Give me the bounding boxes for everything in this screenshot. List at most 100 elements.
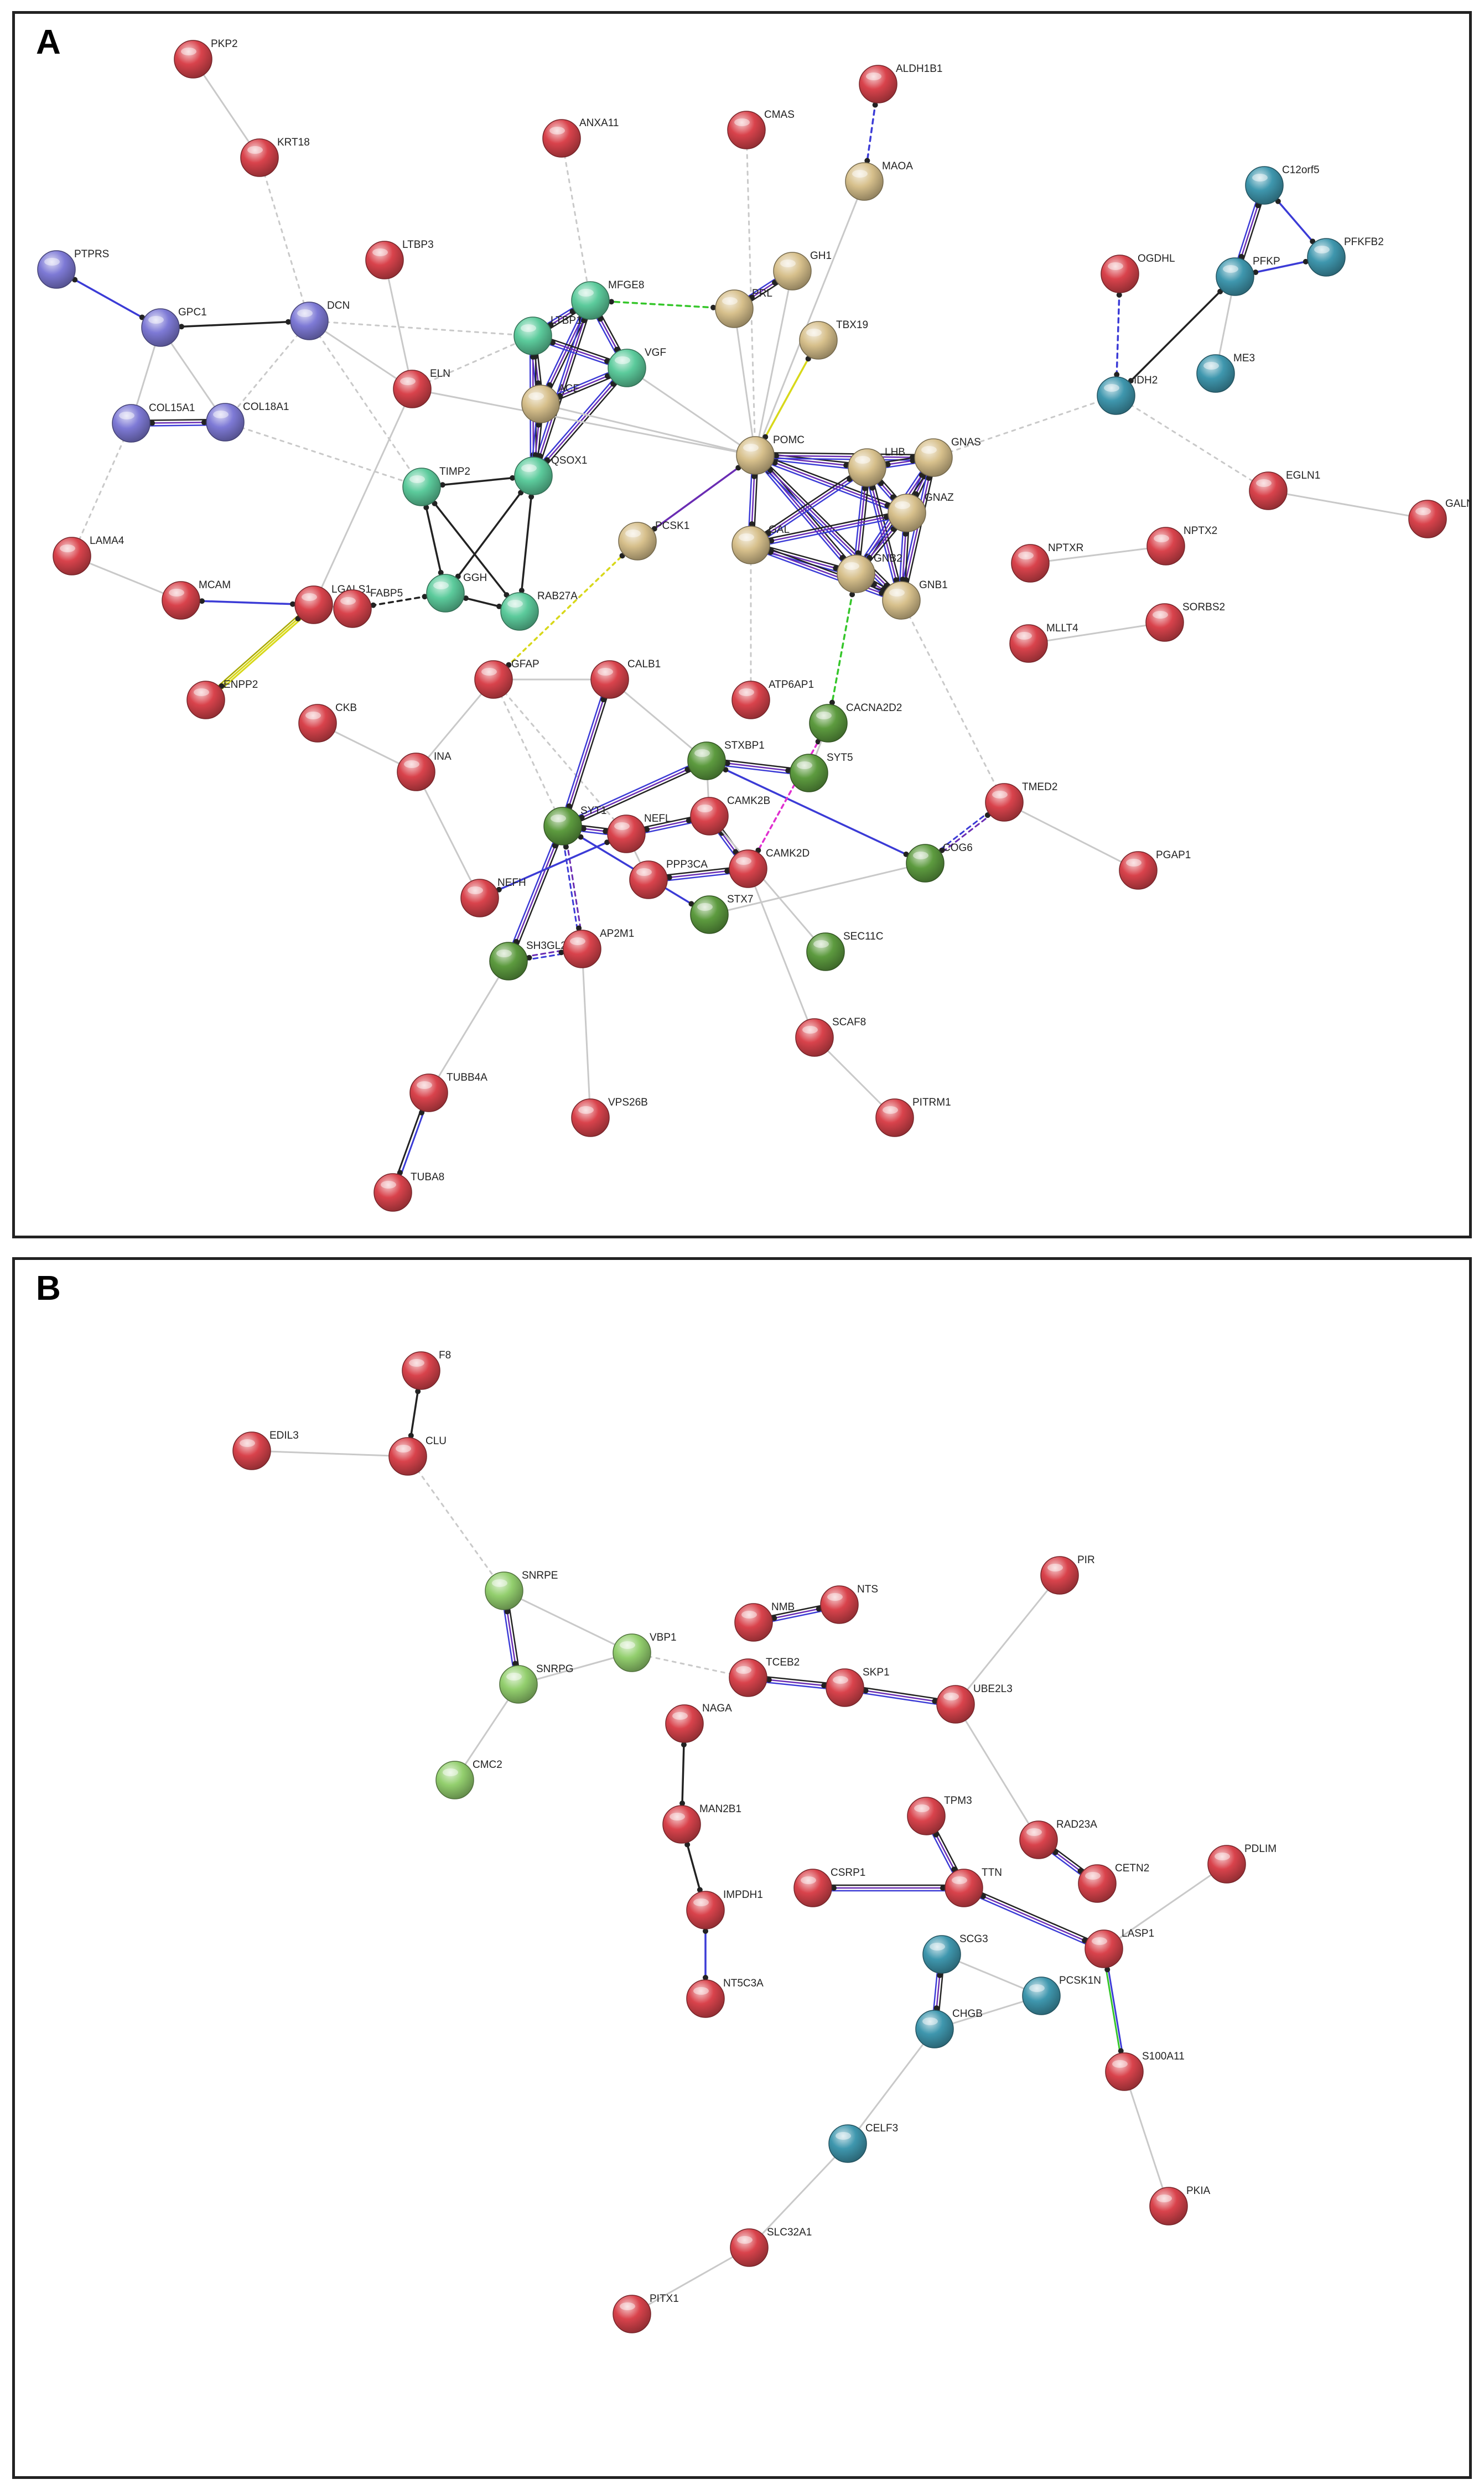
node-pir[interactable]: PIR — [1040, 1554, 1095, 1595]
node-tceb2[interactable]: TCEB2 — [729, 1657, 800, 1697]
node-snrpg[interactable]: SNRPG — [499, 1663, 574, 1704]
node-qsox1[interactable]: QSOX1 — [514, 455, 587, 495]
node-nmb[interactable]: NMB — [734, 1601, 795, 1642]
node-sphere[interactable] — [1145, 603, 1184, 642]
node-sphere[interactable] — [1040, 1556, 1079, 1595]
node-sphere[interactable] — [607, 815, 646, 853]
node-sphere[interactable] — [373, 1173, 412, 1212]
node-sphere[interactable] — [690, 797, 729, 836]
node-sphere[interactable] — [1011, 544, 1050, 583]
node-sphere[interactable] — [1119, 851, 1158, 890]
node-ttn[interactable]: TTN — [945, 1867, 1002, 1907]
node-sphere[interactable] — [53, 537, 91, 575]
node-sphere[interactable] — [240, 138, 279, 177]
node-gnas[interactable]: GNAS — [914, 437, 981, 477]
node-mfge8[interactable]: MFGE8 — [571, 279, 644, 320]
node-gal[interactable]: GAL — [731, 524, 790, 564]
node-krt18[interactable]: KRT18 — [240, 137, 310, 177]
node-pitx1[interactable]: PITX1 — [613, 2293, 679, 2333]
node-pitrm1[interactable]: PITRM1 — [875, 1097, 951, 1137]
node-rad23a[interactable]: RAD23A — [1019, 1819, 1097, 1859]
node-sec11c[interactable]: SEC11C — [806, 931, 884, 971]
node-tuba8[interactable]: TUBA8 — [373, 1171, 444, 1212]
node-ace[interactable]: ACE — [521, 383, 580, 423]
node-sphere[interactable] — [613, 2295, 651, 2333]
node-pomc[interactable]: POMC — [736, 434, 805, 475]
node-sphere[interactable] — [333, 589, 372, 628]
node-pcsk1[interactable]: PCSK1 — [618, 520, 689, 561]
node-sphere[interactable] — [936, 1685, 975, 1724]
node-sphere[interactable] — [613, 1633, 651, 1672]
node-sphere[interactable] — [608, 349, 646, 387]
node-cmas[interactable]: CMAS — [727, 109, 795, 149]
node-sphere[interactable] — [435, 1761, 474, 1799]
node-sphere[interactable] — [402, 1351, 440, 1390]
node-ckb[interactable]: CKB — [298, 702, 357, 743]
node-sphere[interactable] — [773, 252, 812, 290]
node-sphere[interactable] — [206, 403, 245, 442]
node-sphere[interactable] — [826, 1668, 864, 1707]
node-sphere[interactable] — [1101, 255, 1139, 293]
node-sphere[interactable] — [828, 2124, 867, 2163]
node-sphere[interactable] — [186, 681, 225, 719]
node-ppp3ca[interactable]: PPP3CA — [629, 859, 708, 899]
node-pcsk1n[interactable]: PCSK1N — [1022, 1975, 1101, 2015]
node-tpm3[interactable]: TPM3 — [907, 1795, 972, 1835]
node-ogdhl[interactable]: OGDHL — [1101, 253, 1175, 293]
node-gnb2[interactable]: GNB2 — [837, 553, 902, 593]
node-sphere[interactable] — [1307, 238, 1346, 277]
node-ltbp1[interactable]: LTBP1 — [513, 315, 582, 355]
node-sphere[interactable] — [1216, 257, 1254, 296]
node-snrpe[interactable]: SNRPE — [485, 1570, 558, 1610]
node-sphere[interactable] — [799, 321, 838, 360]
node-vbp1[interactable]: VBP1 — [613, 1632, 677, 1672]
node-sphere[interactable] — [162, 581, 200, 620]
node-sphere[interactable] — [388, 1437, 427, 1476]
node-sphere[interactable] — [485, 1571, 523, 1610]
node-sphere[interactable] — [686, 1891, 725, 1929]
node-sphere[interactable] — [687, 741, 726, 780]
node-scaf8[interactable]: SCAF8 — [795, 1016, 866, 1057]
node-sphere[interactable] — [513, 317, 552, 355]
node-sphere[interactable] — [690, 895, 729, 934]
node-sphere[interactable] — [402, 468, 441, 506]
node-aldh1b1[interactable]: ALDH1B1 — [859, 63, 943, 103]
node-scg3[interactable]: SCG3 — [922, 1933, 988, 1974]
node-sphere[interactable] — [1105, 2052, 1144, 2091]
node-mcam[interactable]: MCAM — [162, 579, 231, 620]
node-sphere[interactable] — [514, 456, 553, 495]
node-sphere[interactable] — [848, 448, 886, 487]
node-tbx19[interactable]: TBX19 — [799, 319, 868, 360]
node-sphere[interactable] — [563, 930, 601, 968]
node-syt1[interactable]: SYT1 — [543, 805, 607, 845]
node-pkia[interactable]: PKIA — [1149, 2185, 1211, 2226]
node-sphere[interactable] — [806, 932, 845, 971]
node-nefh[interactable]: NEFH — [460, 877, 526, 917]
node-cetn2[interactable]: CETN2 — [1078, 1863, 1149, 1903]
node-col15a1[interactable]: COL15A1 — [112, 402, 195, 443]
node-maoa[interactable]: MAOA — [845, 160, 913, 201]
node-sphere[interactable] — [1078, 1864, 1117, 1903]
node-sphere[interactable] — [715, 289, 754, 328]
node-pkp2[interactable]: PKP2 — [174, 38, 238, 79]
node-sphere[interactable] — [629, 860, 668, 899]
node-sphere[interactable] — [1196, 354, 1235, 393]
node-gnaz[interactable]: GNAZ — [888, 492, 954, 532]
node-sphere[interactable] — [590, 660, 629, 699]
node-naga[interactable]: NAGA — [665, 1703, 732, 1743]
node-sphere[interactable] — [112, 404, 151, 443]
node-sh3gl2[interactable]: SH3GL2 — [489, 940, 567, 981]
node-nt5c3a[interactable]: NT5C3A — [686, 1978, 764, 2018]
node-sphere[interactable] — [859, 65, 897, 103]
node-sphere[interactable] — [1085, 1929, 1123, 1968]
node-s100a11[interactable]: S100A11 — [1105, 2051, 1185, 2091]
node-sphere[interactable] — [727, 111, 766, 149]
node-csrp1[interactable]: CSRP1 — [793, 1867, 865, 1907]
node-sphere[interactable] — [1097, 376, 1135, 415]
node-sphere[interactable] — [914, 438, 953, 477]
node-nptxr[interactable]: NPTXR — [1011, 542, 1083, 583]
node-pfkp[interactable]: PFKP — [1216, 256, 1280, 296]
node-sphere[interactable] — [543, 807, 582, 845]
node-sphere[interactable] — [365, 241, 404, 279]
node-sphere[interactable] — [845, 162, 884, 201]
